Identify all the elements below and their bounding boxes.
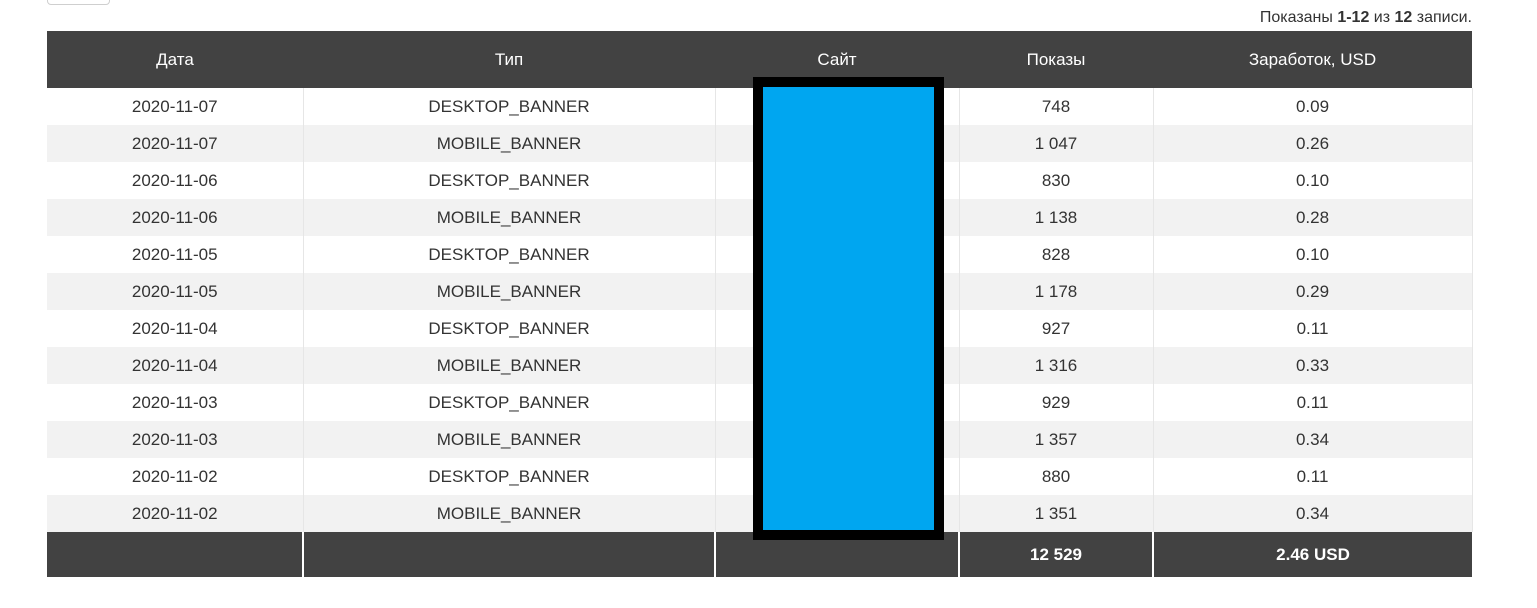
cell-type: MOBILE_BANNER [303, 125, 716, 162]
table-row: 2020-11-03 DESKTOP_BANNER 929 0.11 [47, 384, 1473, 421]
summary-total: 12 [1394, 9, 1413, 26]
cell-earnings: 0.34 [1153, 495, 1473, 532]
total-earnings: 2.46 USD [1153, 532, 1472, 577]
total-impressions: 12 529 [959, 532, 1154, 577]
summary-range: 1-12 [1337, 9, 1370, 26]
cell-type: DESKTOP_BANNER [303, 384, 716, 421]
cell-type: MOBILE_BANNER [303, 495, 716, 532]
cell-impressions: 830 [959, 162, 1154, 199]
cell-date: 2020-11-02 [47, 495, 304, 532]
cell-impressions: 1 138 [959, 199, 1154, 236]
cell-date: 2020-11-06 [47, 162, 304, 199]
cell-impressions: 748 [959, 88, 1154, 125]
cell-impressions: 1 357 [959, 421, 1154, 458]
cell-type: DESKTOP_BANNER [303, 310, 716, 347]
cell-type: MOBILE_BANNER [303, 199, 716, 236]
cell-date: 2020-11-05 [47, 273, 304, 310]
cell-earnings: 0.33 [1153, 347, 1473, 384]
cell-date: 2020-11-05 [47, 236, 304, 273]
table-totals-row: 12 529 2.46 USD [47, 532, 1472, 577]
cell-type: MOBILE_BANNER [303, 273, 716, 310]
total-type [303, 532, 716, 577]
records-summary: Показаны 1-12 из 12 записи. [1260, 9, 1472, 27]
cell-earnings: 0.28 [1153, 199, 1473, 236]
cell-impressions: 828 [959, 236, 1154, 273]
cell-impressions: 1 351 [959, 495, 1154, 532]
header-earnings[interactable]: Заработок, USD [1153, 31, 1472, 88]
stats-table: Дата Тип Сайт Показы Заработок, USD 2020… [47, 31, 1473, 577]
cell-type: MOBILE_BANNER [303, 421, 716, 458]
cell-earnings: 0.26 [1153, 125, 1473, 162]
stats-table-container: Дата Тип Сайт Показы Заработок, USD 2020… [47, 31, 1473, 577]
summary-middle: из [1369, 9, 1395, 26]
cell-impressions: 1 178 [959, 273, 1154, 310]
cell-earnings: 0.29 [1153, 273, 1473, 310]
cell-type: DESKTOP_BANNER [303, 88, 716, 125]
summary-prefix: Показаны [1259, 9, 1338, 26]
cell-impressions: 880 [959, 458, 1154, 495]
summary-suffix: записи. [1412, 9, 1472, 26]
cell-earnings: 0.10 [1153, 236, 1473, 273]
table-body: 2020-11-07 DESKTOP_BANNER 748 0.09 2020-… [47, 88, 1473, 532]
cell-earnings: 0.09 [1153, 88, 1473, 125]
cell-impressions: 927 [959, 310, 1154, 347]
cell-type: DESKTOP_BANNER [303, 236, 716, 273]
cell-date: 2020-11-07 [47, 125, 304, 162]
table-row: 2020-11-02 MOBILE_BANNER 1 351 0.34 [47, 495, 1473, 532]
cell-earnings: 0.34 [1153, 421, 1473, 458]
cell-date: 2020-11-06 [47, 199, 304, 236]
cell-type: DESKTOP_BANNER [303, 162, 716, 199]
cell-impressions: 1 047 [959, 125, 1154, 162]
cell-date: 2020-11-03 [47, 421, 304, 458]
header-type[interactable]: Тип [303, 31, 715, 88]
cell-earnings: 0.10 [1153, 162, 1473, 199]
redaction-box [753, 77, 944, 540]
top-control-button[interactable] [47, 0, 110, 5]
cell-date: 2020-11-02 [47, 458, 304, 495]
redaction-fill [763, 87, 934, 530]
table-row: 2020-11-06 MOBILE_BANNER 1 138 0.28 [47, 199, 1473, 236]
header-date[interactable]: Дата [47, 31, 303, 88]
total-date [47, 532, 304, 577]
cell-earnings: 0.11 [1153, 384, 1473, 421]
header-impressions[interactable]: Показы [959, 31, 1153, 88]
cell-type: MOBILE_BANNER [303, 347, 716, 384]
cell-earnings: 0.11 [1153, 458, 1473, 495]
cell-impressions: 1 316 [959, 347, 1154, 384]
table-row: 2020-11-05 MOBILE_BANNER 1 178 0.29 [47, 273, 1473, 310]
cell-date: 2020-11-04 [47, 347, 304, 384]
cell-impressions: 929 [959, 384, 1154, 421]
cell-date: 2020-11-04 [47, 310, 304, 347]
cell-type: DESKTOP_BANNER [303, 458, 716, 495]
cell-earnings: 0.11 [1153, 310, 1473, 347]
cell-date: 2020-11-03 [47, 384, 304, 421]
cell-date: 2020-11-07 [47, 88, 304, 125]
